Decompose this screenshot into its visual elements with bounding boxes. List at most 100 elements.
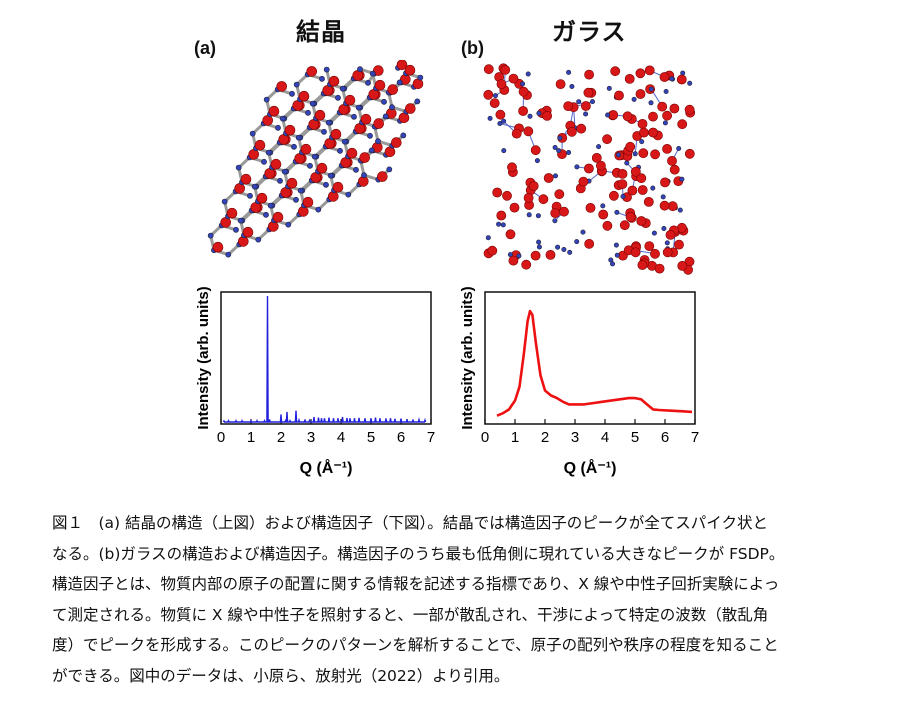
oxygen-atom [636, 173, 647, 184]
oxygen-atom [523, 192, 534, 203]
x-tick-label: 3 [571, 429, 579, 446]
silicon-atom [651, 230, 657, 236]
silicon-atom [263, 96, 270, 103]
oxygen-atom [212, 241, 224, 253]
oxygen-atom [542, 111, 552, 121]
silicon-atom [389, 104, 395, 111]
oxygen-atom [270, 158, 282, 170]
oxygen-atom [360, 113, 372, 125]
oxygen-atom [496, 79, 507, 89]
x-tick-label: 0 [481, 429, 489, 446]
silicon-atom [610, 261, 616, 267]
silicon-atom [525, 71, 531, 77]
oxygen-atom [254, 139, 266, 151]
silicon-atom [535, 213, 541, 219]
silicon-atom [536, 244, 542, 250]
x-tick-label: 2 [541, 429, 549, 446]
silicon-atom [680, 70, 686, 76]
silicon-atom [327, 172, 334, 179]
silicon-atom [295, 134, 302, 141]
oxygen-atom [294, 153, 305, 164]
crystal-structure-image [207, 60, 424, 258]
silicon-atom [552, 145, 558, 151]
silicon-atom [677, 207, 683, 213]
silicon-atom [235, 164, 242, 171]
oxygen-atom [286, 177, 298, 189]
silicon-atom [339, 85, 346, 92]
x-tick-label: 5 [631, 429, 639, 446]
oxygen-atom [220, 217, 232, 228]
silicon-atom [536, 110, 542, 116]
silicon-atom [353, 166, 359, 173]
panel-label-b: (b) [461, 38, 484, 58]
oxygen-atom [346, 147, 358, 159]
silicon-atom [369, 70, 376, 77]
oxygen-atom [300, 143, 312, 155]
oxygen-atom [554, 189, 565, 200]
series-line [222, 295, 427, 423]
oxygen-atom [648, 127, 658, 138]
silicon-atom [335, 94, 341, 101]
silicon-atom [527, 113, 533, 119]
silicon-atom [267, 202, 274, 209]
oxygen-atom [591, 153, 602, 163]
silicon-atom [590, 99, 596, 105]
oxygen-atom [404, 64, 416, 76]
oxygen-atom [617, 179, 628, 189]
x-tick-label: 5 [367, 429, 375, 446]
oxygen-atom [635, 68, 646, 79]
silicon-atom [285, 221, 292, 228]
oxygen-atom [660, 177, 670, 188]
oxygen-atom [276, 81, 287, 92]
silicon-atom [606, 85, 612, 91]
silicon-atom [614, 209, 620, 215]
silicon-atom [496, 221, 502, 227]
silicon-atom [536, 239, 542, 245]
silicon-atom [386, 166, 393, 173]
oxygen-atom [268, 105, 280, 117]
oxygen-atom [625, 141, 636, 152]
x-axis-label: Q (Å⁻¹) [564, 458, 617, 477]
oxygen-atom [248, 149, 260, 160]
oxygen-atom [654, 263, 665, 274]
oxygen-atom [635, 89, 646, 99]
oxygen-atom [298, 90, 310, 102]
oxygen-atom [483, 64, 494, 75]
oxygen-atom [508, 255, 519, 266]
oxygen-atom [502, 190, 512, 201]
silicon-atom [367, 132, 373, 139]
silicon-atom [361, 172, 367, 179]
oxygen-atom [330, 128, 342, 140]
silicon-atom [225, 251, 232, 258]
silicon-atom [207, 232, 214, 239]
silicon-atom [417, 74, 424, 81]
silicon-atom [555, 244, 561, 250]
silicon-atom [631, 96, 637, 102]
x-tick-label: 1 [511, 429, 519, 446]
oxygen-atom [528, 181, 539, 191]
oxygen-atom [308, 119, 319, 130]
oxygen-atom [240, 173, 252, 185]
oxygen-atom [627, 185, 638, 196]
oxygen-atom [278, 134, 289, 145]
structure-factor-chart-a: Intensity (arb. units) Q (Å⁻¹) 0 1 2 3 4 5 6 7 [195, 286, 435, 477]
silicon-atom [365, 79, 371, 86]
oxygen-atom [398, 112, 410, 124]
silicon-atom [263, 211, 269, 218]
oxygen-atom [567, 126, 577, 137]
silicon-atom [501, 148, 507, 154]
silicon-atom [279, 115, 286, 122]
caption-line: なる。(b)ガラスの構造および構造因子。構造因子のうち最も低角側に現れている大き… [52, 544, 785, 563]
y-axis-label: Intensity (arb. units) [195, 286, 212, 429]
silicon-atom [664, 240, 670, 246]
silicon-atom [323, 181, 329, 188]
oxygen-atom [352, 70, 363, 81]
oxygen-atom [648, 111, 658, 122]
silicon-atom [566, 150, 572, 156]
oxygen-atom [340, 157, 351, 168]
silicon-atom [355, 104, 362, 111]
oxygen-atom [677, 260, 688, 271]
oxygen-atom [583, 87, 594, 98]
oxygen-atom [405, 103, 416, 114]
oxygen-atom [608, 190, 619, 201]
